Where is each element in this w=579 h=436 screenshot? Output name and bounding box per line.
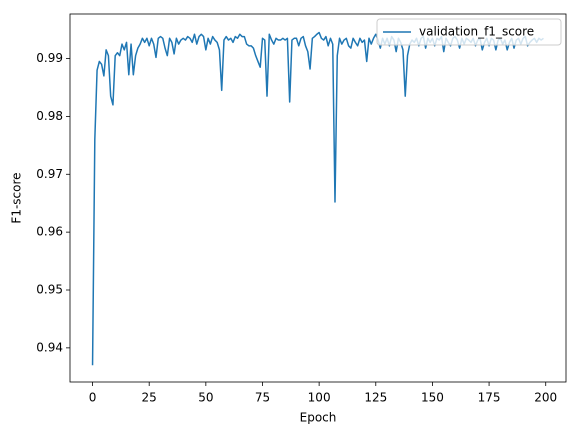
x-tick-label: 150 [421, 391, 444, 405]
legend-label: validation_f1_score [419, 25, 534, 39]
x-tick-label: 75 [255, 391, 270, 405]
plot-frame [69, 13, 567, 383]
x-tick-label: 175 [478, 391, 501, 405]
y-tick-label: 0.94 [36, 340, 63, 354]
y-axis-label: F1-score [10, 172, 24, 223]
x-tick-label: 0 [89, 391, 97, 405]
x-tick-label: 125 [364, 391, 387, 405]
x-tick-label: 200 [534, 391, 557, 405]
y-tick-label: 0.95 [36, 283, 63, 297]
y-tick-label: 0.98 [36, 109, 63, 123]
y-tick-label: 0.96 [36, 225, 63, 239]
x-axis-label: Epoch [300, 411, 337, 425]
y-tick-label: 0.97 [36, 167, 63, 181]
x-tick-label: 25 [142, 391, 157, 405]
legend-box [376, 18, 562, 46]
y-tick-label: 0.99 [36, 51, 63, 65]
x-tick-label: 50 [198, 391, 213, 405]
x-tick-label: 100 [308, 391, 331, 405]
